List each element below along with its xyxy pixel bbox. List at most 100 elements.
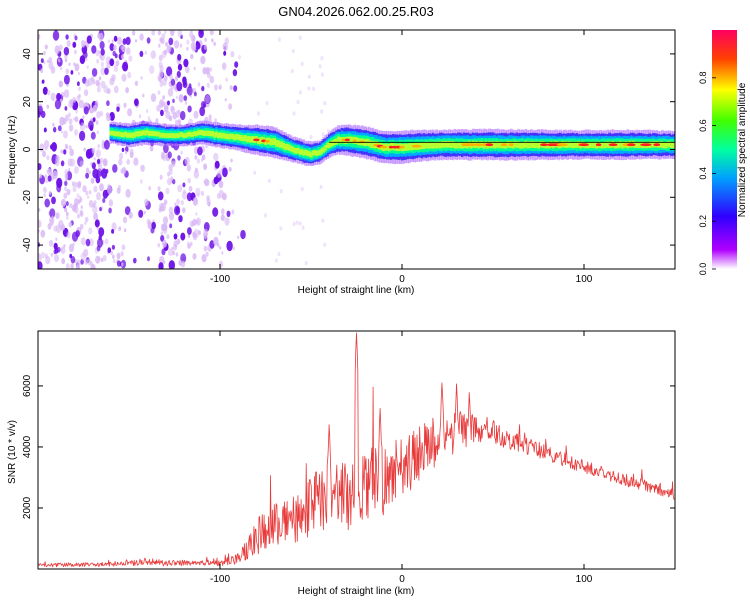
ridge-cell — [275, 140, 278, 147]
noise-blob-weak — [88, 190, 92, 195]
noise-blob-weak — [88, 227, 93, 235]
ridge-cell — [621, 142, 624, 149]
noise-blob-weak — [71, 181, 76, 187]
noise-blob-strong — [86, 35, 92, 44]
noise-blob-faint — [301, 225, 305, 230]
noise-blob-weak — [192, 197, 198, 206]
noise-blob-weak — [202, 67, 207, 75]
noise-blob-strong — [108, 207, 112, 214]
noise-blob-weak — [166, 234, 170, 240]
noise-blob-weak — [160, 37, 165, 45]
noise-blob-weak — [83, 248, 89, 257]
noise-blob-weak — [52, 122, 55, 127]
noise-blob-weak — [192, 232, 198, 241]
ridge-hotspot — [253, 138, 260, 142]
ridge-cell — [120, 132, 124, 138]
noise-blob-weak — [64, 169, 69, 176]
noise-blob-weak — [206, 82, 210, 89]
noise-blob-weak — [209, 30, 214, 36]
ridge-hotspot — [579, 143, 589, 147]
noise-blob-weak — [63, 89, 70, 98]
noise-blob-weak — [171, 160, 176, 167]
noise-blob-strong — [112, 164, 118, 173]
ridge-cell — [231, 133, 235, 140]
noise-blob-weak — [163, 199, 168, 206]
ridge-cell — [426, 141, 429, 149]
noise-blob-weak — [213, 41, 216, 46]
x-tick-label: 0 — [399, 574, 405, 585]
noise-blob-weak — [108, 199, 114, 207]
noise-blob-weak — [48, 190, 52, 195]
noise-blob-weak — [196, 158, 200, 164]
noise-blob-faint — [300, 61, 304, 67]
ridge-cell — [284, 144, 287, 151]
noise-blob-weak — [87, 195, 90, 199]
noise-blob-weak — [64, 54, 68, 60]
ridge-cell — [242, 135, 246, 142]
noise-blob-weak — [163, 49, 167, 56]
noise-blob-strong — [234, 61, 239, 68]
noise-blob-strong — [56, 177, 63, 188]
ridge-hotspot — [341, 138, 347, 142]
ridge-cell — [428, 142, 431, 149]
noise-blob-weak — [112, 259, 116, 264]
noise-blob-weak — [214, 118, 217, 123]
noise-blob-strong — [146, 37, 151, 44]
noise-blob-weak — [68, 118, 73, 125]
spectrogram-y-label: Frequency (Hz) — [7, 116, 18, 185]
noise-blob-weak — [80, 237, 86, 246]
noise-blob-strong — [201, 85, 205, 92]
ridge-cell — [526, 141, 529, 149]
noise-blob-faint — [298, 35, 302, 40]
noise-blob-weak — [213, 236, 219, 246]
noise-blob-faint — [253, 170, 257, 175]
noise-blob-weak — [65, 68, 70, 75]
noise-blob-strong — [109, 111, 115, 121]
noise-blob-strong — [92, 117, 96, 123]
ridge-cell — [133, 132, 136, 138]
noise-blob-weak — [192, 253, 197, 260]
noise-blob-weak — [75, 259, 81, 268]
noise-blob-strong — [91, 162, 96, 170]
noise-blob-strong — [79, 130, 86, 141]
noise-blob-weak — [115, 60, 120, 67]
noise-blob-weak — [158, 54, 163, 62]
noise-blob-strong — [53, 126, 57, 133]
noise-blob-weak — [172, 112, 177, 120]
noise-blob-weak — [86, 65, 89, 69]
ridge-cell — [286, 143, 289, 150]
noise-blob-weak — [181, 191, 188, 200]
noise-blob-weak — [44, 174, 48, 179]
noise-blob-weak — [125, 150, 128, 155]
noise-blob-weak — [224, 217, 230, 226]
noise-blob-weak — [140, 164, 145, 172]
noise-blob-weak — [162, 239, 167, 248]
ridge-cell — [617, 141, 620, 149]
colorbar: 0.0 0.2 0.4 0.6 0.8 Normalized spectral ampl… — [698, 30, 748, 275]
noise-blob-faint — [277, 251, 281, 257]
ridge-cell — [186, 132, 189, 138]
noise-blob-weak — [64, 143, 69, 150]
ridge-cell — [220, 133, 224, 139]
noise-blob-weak — [228, 166, 232, 172]
noise-blob-weak — [49, 218, 54, 226]
ridge-cell — [322, 147, 326, 153]
noise-blob-faint — [265, 100, 269, 106]
ridge-cell — [187, 131, 191, 137]
colorbar-ticks: 0.0 0.2 0.4 0.6 0.8 — [698, 72, 716, 275]
noise-blob-strong — [186, 86, 193, 96]
noise-blob-weak — [100, 67, 106, 76]
ridge-hotspot — [344, 138, 350, 142]
noise-blob-faint — [279, 226, 283, 231]
noise-blob-strong — [222, 167, 228, 178]
ridge-cell — [180, 132, 184, 137]
noise-blob-weak — [201, 158, 204, 162]
noise-blob-strong — [99, 207, 102, 212]
noise-blob-weak — [121, 54, 125, 60]
ridge-cell — [218, 132, 222, 138]
noise-blob-weak — [126, 159, 130, 165]
snr-frame — [37, 330, 676, 570]
noise-blob-weak — [197, 193, 200, 198]
noise-blob-weak — [74, 181, 79, 188]
noise-blob-weak — [74, 63, 80, 72]
